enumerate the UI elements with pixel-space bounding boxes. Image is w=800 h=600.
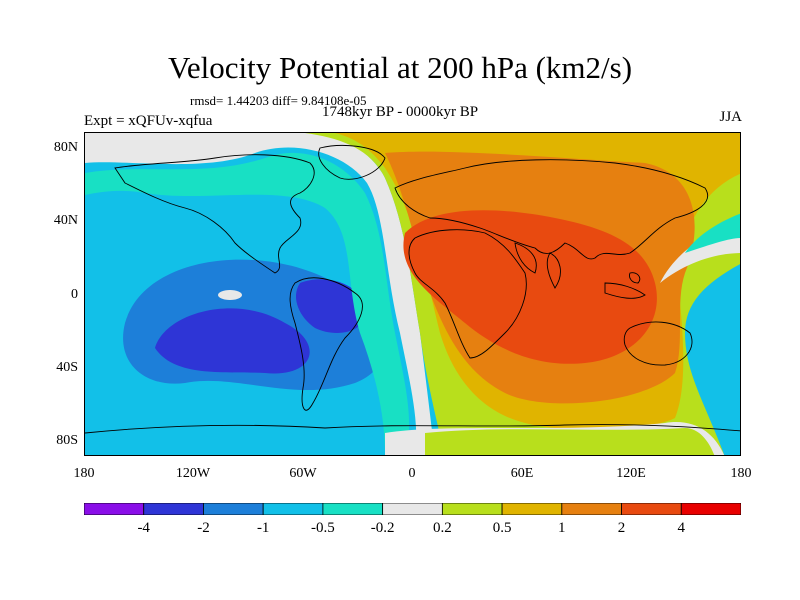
colorbar-swatches bbox=[84, 503, 741, 515]
colorbar-label: 2 bbox=[617, 520, 626, 536]
lat-tick-label: 40S bbox=[56, 360, 78, 375]
season-label: JJA bbox=[719, 109, 742, 125]
contour-green-south bbox=[425, 428, 715, 455]
colorbar bbox=[84, 503, 741, 515]
lon-tick-label: 120E bbox=[616, 466, 646, 481]
colorbar-swatch bbox=[680, 503, 741, 515]
colorbar-label: 0.5 bbox=[492, 520, 512, 536]
contour-red-orange bbox=[403, 210, 657, 364]
colorbar-swatch bbox=[501, 503, 563, 515]
contour-cyan-band bbox=[85, 152, 410, 455]
lon-tick-label: 60W bbox=[289, 466, 317, 481]
map-panel bbox=[84, 132, 741, 456]
colorbar-label: -1 bbox=[256, 520, 270, 536]
colorbar-swatch bbox=[561, 503, 622, 515]
contour-white-spot bbox=[218, 290, 242, 300]
colorbar-swatch bbox=[262, 503, 324, 515]
colorbar-swatch bbox=[621, 503, 682, 515]
colorbar-swatch bbox=[322, 503, 384, 515]
lon-tick-label: 180 bbox=[730, 466, 752, 481]
lat-tick-label: 80N bbox=[53, 140, 78, 155]
colorbar-label: -0.5 bbox=[311, 520, 335, 536]
velocity-potential-field bbox=[85, 133, 740, 455]
lat-tick-label: 0 bbox=[71, 287, 78, 302]
contour-pacific-minus2 bbox=[155, 308, 310, 374]
colorbar-label: 1 bbox=[558, 520, 566, 536]
experiment-label: Expt = xQFUv-xqfua bbox=[84, 113, 213, 129]
contour-samerica-minus2 bbox=[295, 279, 365, 333]
lon-tick-label: 180 bbox=[73, 466, 95, 481]
colorbar-label: -0.2 bbox=[370, 520, 395, 536]
coastlines bbox=[85, 145, 740, 434]
colorbar-swatch bbox=[441, 503, 503, 515]
colorbar-swatch bbox=[203, 503, 264, 515]
colorbar-label: 0.2 bbox=[433, 520, 452, 536]
colorbar-label: -4 bbox=[137, 520, 150, 536]
colorbar-swatch bbox=[382, 503, 443, 515]
lon-tick-label: 60E bbox=[510, 466, 534, 481]
contour-cyan-pacific bbox=[685, 213, 740, 253]
stats-label: rmsd= 1.44203 diff= 9.84108e-05 bbox=[190, 93, 367, 108]
lat-tick-label: 40N bbox=[53, 213, 78, 228]
map-title: Velocity Potential at 200 hPa (km2/s) bbox=[167, 50, 633, 85]
lon-tick-label: 120W bbox=[175, 466, 211, 481]
colorbar-label: -2 bbox=[197, 520, 210, 536]
period-label: 1748kyr BP - 0000kyr BP bbox=[322, 104, 479, 120]
colorbar-swatch bbox=[84, 503, 145, 515]
colorbar-label: 4 bbox=[677, 520, 686, 536]
colorbar-swatch bbox=[143, 503, 204, 515]
lon-tick-label: 0 bbox=[408, 466, 416, 481]
lat-tick-label: 80S bbox=[56, 433, 78, 448]
